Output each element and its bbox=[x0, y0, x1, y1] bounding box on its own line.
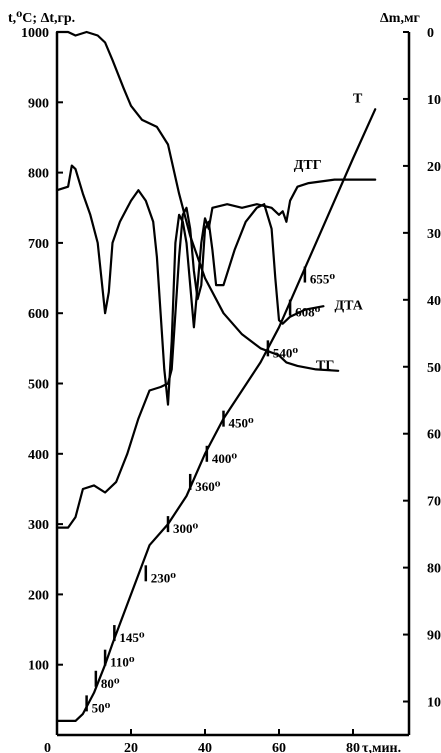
left-tick-label: 300 bbox=[28, 518, 49, 533]
temperature-label: 360⁰ bbox=[195, 479, 221, 494]
left-tick-label: 700 bbox=[28, 237, 49, 252]
series-line bbox=[55, 30, 340, 372]
left-tick-label: 500 bbox=[28, 378, 49, 393]
temperature-label: 540⁰ bbox=[273, 345, 299, 360]
right-axis-title: Δm,мг bbox=[380, 11, 420, 26]
series-label: Т bbox=[353, 91, 363, 106]
series-line bbox=[55, 164, 377, 406]
series-line bbox=[55, 108, 377, 722]
series-label: ДТГ bbox=[294, 158, 322, 173]
temperature-label: 450⁰ bbox=[229, 416, 255, 431]
temperature-label: 400⁰ bbox=[212, 451, 238, 466]
temperature-label: 80⁰ bbox=[101, 676, 120, 691]
series-line bbox=[55, 203, 325, 529]
temperature-label: 300⁰ bbox=[173, 521, 199, 536]
left-tick-label: 100 bbox=[28, 659, 49, 674]
right-tick-label: 90 bbox=[427, 629, 441, 644]
x-tick-label: 40 bbox=[198, 741, 212, 753]
left-tick-label: 900 bbox=[28, 96, 49, 111]
right-tick-label: 10 bbox=[427, 93, 441, 108]
x-tick-label: 20 bbox=[124, 741, 138, 753]
right-tick-label: 0 bbox=[427, 26, 434, 41]
right-tick-label: 20 bbox=[427, 160, 441, 175]
left-tick-label: 1000 bbox=[21, 26, 49, 41]
x-tick-label: 80 bbox=[346, 741, 360, 753]
temperature-label: 50⁰ bbox=[92, 700, 111, 715]
temperature-annotations: 50⁰ 80⁰ 110⁰ 145⁰ 230⁰ 300⁰ 360⁰ 400⁰ 450⁰ 540⁰ 60… bbox=[85, 266, 336, 715]
curves: Т ДТА ДТГ ТГ bbox=[55, 30, 377, 722]
left-tick-label: 800 bbox=[28, 167, 49, 182]
left-tick-label: 200 bbox=[28, 588, 49, 603]
right-tick-label: 100 bbox=[427, 696, 441, 711]
right-tick-label: 30 bbox=[427, 227, 441, 242]
temperature-label: 655⁰ bbox=[310, 272, 336, 287]
temperature-label: 110⁰ bbox=[110, 655, 135, 670]
series-label: ТГ bbox=[316, 358, 334, 373]
right-tick-label: 80 bbox=[427, 562, 441, 577]
temperature-label: 230⁰ bbox=[151, 570, 177, 585]
right-tick-label: 60 bbox=[427, 428, 441, 443]
left-axis-title: t,⁰C; Δt,гр. bbox=[8, 11, 75, 26]
x-tick-label: 60 bbox=[272, 741, 286, 753]
left-tick-label: 600 bbox=[28, 307, 49, 322]
x-origin-label: 0 bbox=[44, 741, 51, 753]
right-tick-label: 50 bbox=[427, 361, 441, 376]
left-tick-label: 400 bbox=[28, 448, 49, 463]
x-axis-title: τ,мин. bbox=[362, 741, 401, 753]
temperature-label: 145⁰ bbox=[119, 630, 145, 645]
temperature-label: 608⁰ bbox=[295, 305, 321, 320]
series-label: ДТА bbox=[335, 299, 364, 314]
right-tick-label: 40 bbox=[427, 294, 441, 309]
right-tick-label: 70 bbox=[427, 495, 441, 510]
